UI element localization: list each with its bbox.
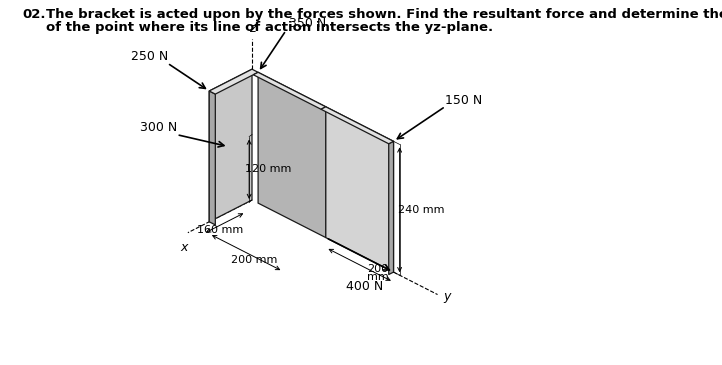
- Text: 400 N: 400 N: [346, 280, 383, 293]
- Polygon shape: [258, 72, 326, 238]
- Polygon shape: [388, 141, 393, 274]
- Text: 02.: 02.: [22, 8, 45, 21]
- Text: 240 mm: 240 mm: [399, 205, 445, 215]
- Polygon shape: [209, 91, 215, 225]
- Text: 350 N: 350 N: [290, 17, 327, 30]
- Text: 250 N: 250 N: [131, 50, 168, 64]
- Text: z: z: [249, 22, 256, 35]
- Text: 150 N: 150 N: [445, 94, 482, 107]
- Polygon shape: [321, 107, 393, 144]
- Text: of the point where its line of action intersects the yz-plane.: of the point where its line of action in…: [46, 21, 493, 34]
- Text: mm: mm: [367, 272, 388, 282]
- Text: The bracket is acted upon by the forces shown. Find the resultant force and dete: The bracket is acted upon by the forces …: [46, 8, 722, 21]
- Text: 300 N: 300 N: [140, 121, 177, 134]
- Text: 120 mm: 120 mm: [245, 164, 292, 174]
- Text: 200: 200: [367, 264, 388, 274]
- Text: y: y: [443, 290, 451, 303]
- Polygon shape: [253, 72, 326, 109]
- Text: 200 mm: 200 mm: [231, 255, 277, 265]
- Polygon shape: [326, 107, 393, 272]
- Polygon shape: [209, 69, 252, 222]
- Text: x: x: [180, 241, 188, 254]
- Text: 160 mm: 160 mm: [198, 225, 244, 235]
- Polygon shape: [209, 69, 258, 94]
